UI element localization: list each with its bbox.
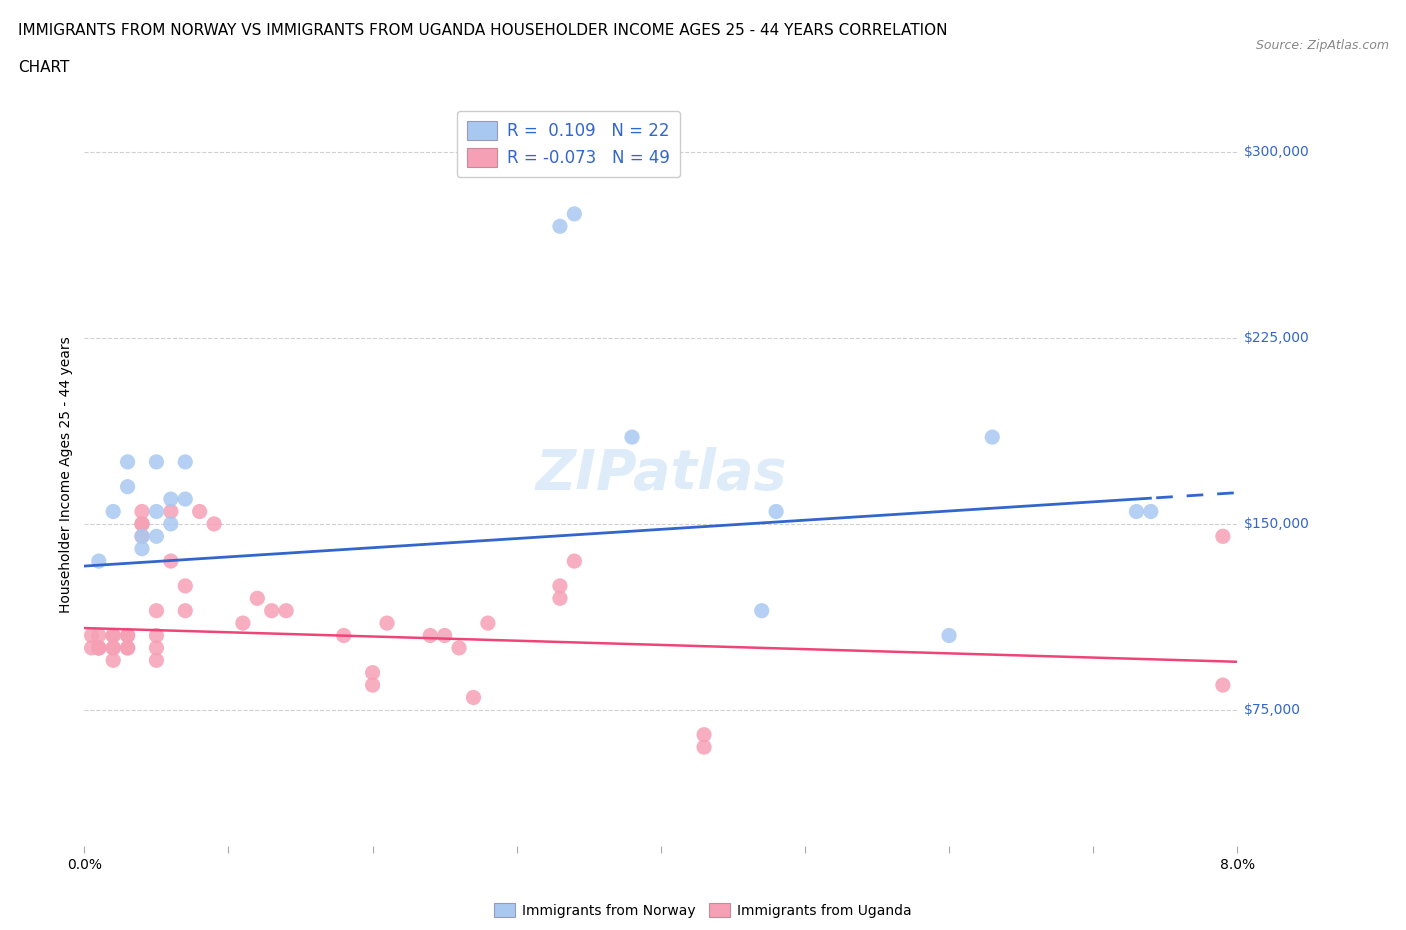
Point [87, 553, 110, 568]
Y-axis label: Householder Income Ages 25 - 44 years: Householder Income Ages 25 - 44 years [59, 336, 73, 613]
Point [160, 492, 183, 507]
Point [765, 504, 787, 519]
Text: Source: ZipAtlas.com: Source: ZipAtlas.com [1256, 39, 1389, 52]
Point [361, 678, 384, 693]
Point [232, 616, 254, 631]
Point [145, 604, 167, 618]
Point [80, 628, 103, 643]
Point [433, 628, 456, 643]
Point [103, 653, 124, 668]
Point [693, 727, 716, 742]
Point [548, 578, 571, 593]
Point [938, 628, 960, 643]
Point [274, 604, 298, 618]
Point [117, 628, 139, 643]
Point [145, 641, 167, 656]
Text: $300,000: $300,000 [1244, 145, 1310, 159]
Point [1212, 529, 1234, 544]
Point [477, 616, 499, 631]
Point [332, 628, 354, 643]
Point [174, 578, 197, 593]
Point [131, 516, 153, 531]
Point [145, 628, 167, 643]
Point [145, 653, 167, 668]
Point [103, 641, 124, 656]
Legend: R =  0.109   N = 22, R = -0.073   N = 49: R = 0.109 N = 22, R = -0.073 N = 49 [457, 111, 681, 178]
Point [246, 591, 269, 605]
Point [117, 641, 139, 656]
Legend: Immigrants from Norway, Immigrants from Uganda: Immigrants from Norway, Immigrants from … [489, 897, 917, 923]
Text: $150,000: $150,000 [1244, 517, 1310, 531]
Point [160, 516, 183, 531]
Point [361, 665, 384, 680]
Point [693, 739, 716, 754]
Point [117, 641, 139, 656]
Point [117, 455, 139, 470]
Text: $225,000: $225,000 [1244, 331, 1310, 345]
Point [103, 641, 124, 656]
Point [80, 641, 103, 656]
Point [131, 516, 153, 531]
Text: ZIPatlas: ZIPatlas [536, 447, 786, 501]
Point [260, 604, 283, 618]
Point [174, 455, 197, 470]
Text: IMMIGRANTS FROM NORWAY VS IMMIGRANTS FROM UGANDA HOUSEHOLDER INCOME AGES 25 - 44: IMMIGRANTS FROM NORWAY VS IMMIGRANTS FRO… [18, 23, 948, 38]
Point [160, 553, 183, 568]
Point [117, 628, 139, 643]
Point [103, 504, 124, 519]
Point [145, 529, 167, 544]
Point [87, 641, 110, 656]
Point [117, 479, 139, 494]
Point [419, 628, 441, 643]
Point [145, 455, 167, 470]
Point [1125, 504, 1147, 519]
Text: $75,000: $75,000 [1244, 703, 1302, 717]
Point [981, 430, 1004, 445]
Point [131, 529, 153, 544]
Point [103, 628, 124, 643]
Point [1139, 504, 1161, 519]
Point [131, 504, 153, 519]
Point [174, 492, 197, 507]
Point [202, 516, 225, 531]
Point [1212, 678, 1234, 693]
Text: CHART: CHART [18, 60, 70, 75]
Point [160, 504, 183, 519]
Point [87, 628, 110, 643]
Point [188, 504, 211, 519]
Point [548, 219, 571, 233]
Point [87, 641, 110, 656]
Point [562, 206, 586, 221]
Point [621, 430, 644, 445]
Point [87, 641, 110, 656]
Point [447, 641, 470, 656]
Point [375, 616, 398, 631]
Point [145, 504, 167, 519]
Point [131, 529, 153, 544]
Point [751, 604, 773, 618]
Point [548, 591, 571, 605]
Point [174, 604, 197, 618]
Point [562, 553, 586, 568]
Point [463, 690, 485, 705]
Point [131, 541, 153, 556]
Point [103, 628, 124, 643]
